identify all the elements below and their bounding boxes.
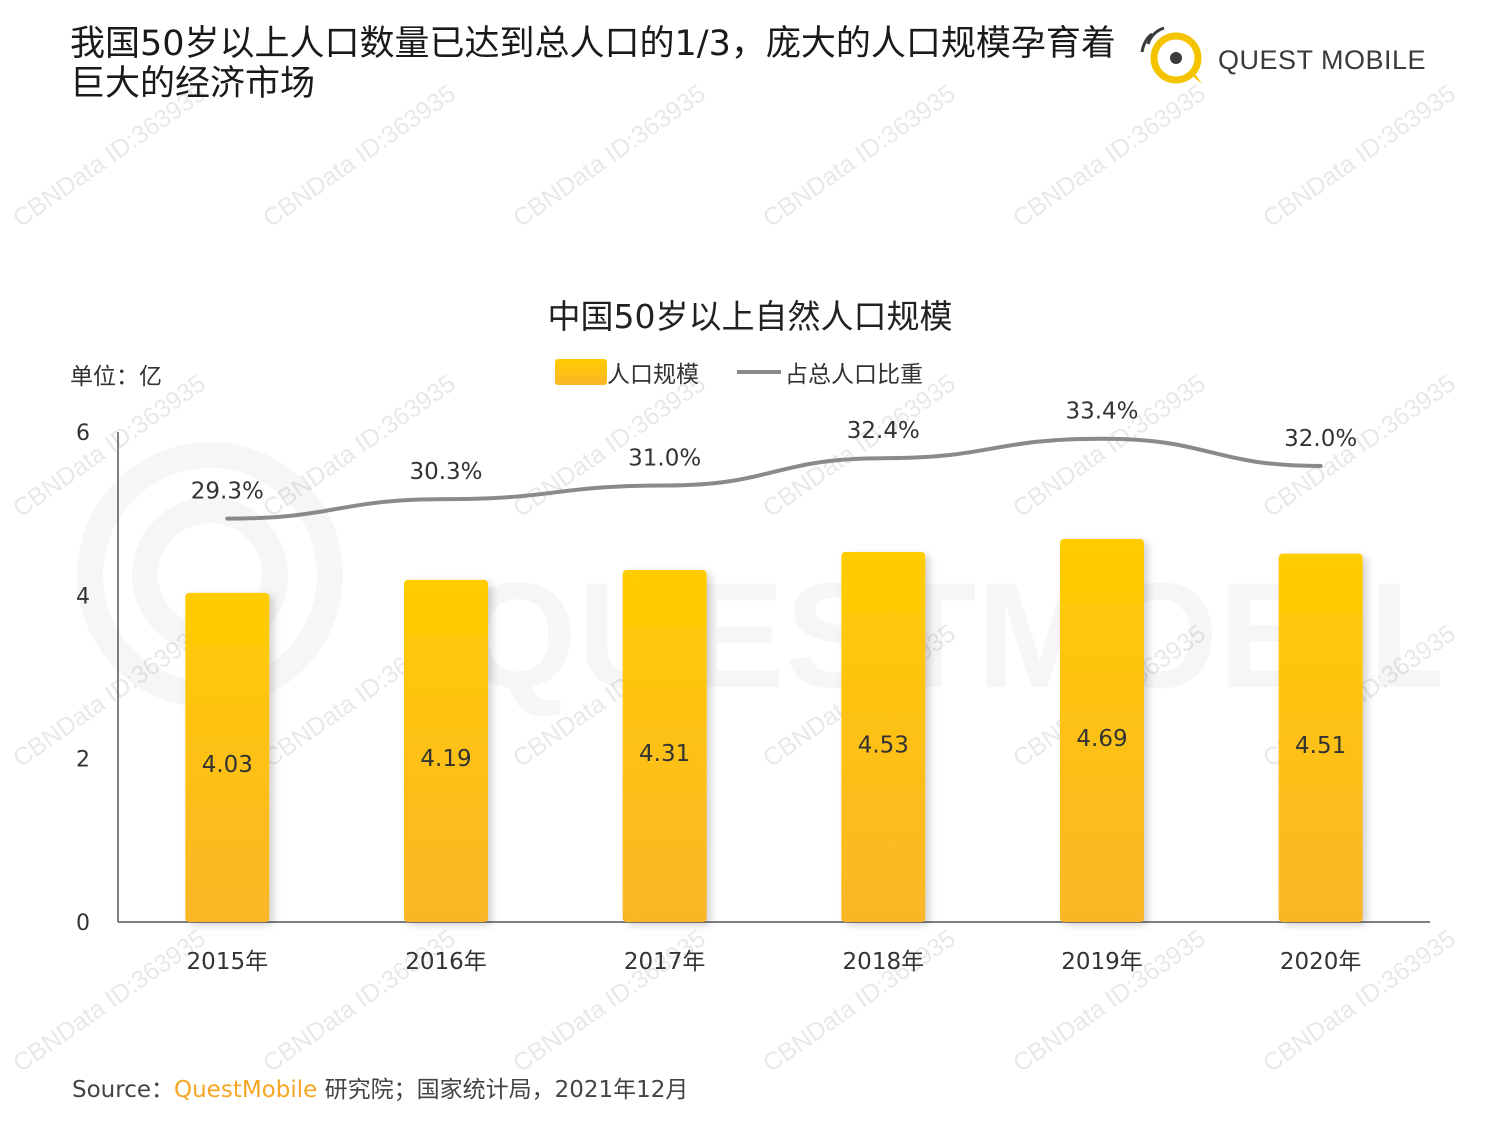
- y-tick-label: 0: [76, 911, 90, 936]
- x-tick-label: 2016年: [405, 949, 487, 975]
- bar-value-label: 4.53: [858, 732, 909, 758]
- bar-2015年: [185, 592, 270, 922]
- x-tick-label: 2018年: [843, 949, 925, 975]
- quest-mobile-logo-icon: [1140, 26, 1202, 84]
- line-value-label: 29.3%: [191, 479, 264, 505]
- line-value-label: 31.0%: [628, 446, 701, 472]
- bar-2018年: [841, 552, 926, 922]
- chart-legend: 人口规模 占总人口比重: [555, 355, 923, 389]
- bar-value-label: 4.69: [1076, 726, 1127, 752]
- line-value-label: 32.0%: [1284, 426, 1357, 452]
- line-value-label: 33.4%: [1065, 399, 1138, 425]
- bar-value-label: 4.31: [639, 741, 690, 767]
- y-tick-label: 2: [76, 748, 90, 773]
- bar-value-label: 4.51: [1295, 733, 1346, 759]
- x-tick-label: 2015年: [187, 949, 269, 975]
- line-value-label: 32.4%: [847, 418, 920, 444]
- bar-2019年: [1060, 538, 1144, 922]
- line-value-label: 30.3%: [409, 459, 482, 485]
- legend-line-swatch: [737, 370, 781, 374]
- bar-value-label: 4.19: [420, 746, 471, 772]
- legend-bar-swatch: [555, 359, 607, 385]
- legend-line-label: 占总人口比重: [785, 362, 923, 388]
- logo-text: QUEST MOBILE: [1218, 44, 1427, 75]
- bar-2016年: [404, 579, 488, 922]
- y-tick-label: 4: [76, 584, 90, 609]
- unit-label: 单位：亿: [70, 364, 162, 390]
- bar-2020年: [1278, 553, 1363, 922]
- source-brand: QuestMobile: [174, 1077, 318, 1103]
- x-tick-label: 2017年: [624, 949, 706, 975]
- chart-title: 中国50岁以上自然人口规模: [547, 297, 953, 336]
- y-tick-label: 6: [76, 421, 90, 446]
- bar-2017年: [622, 570, 707, 922]
- source-prefix: Source：: [72, 1077, 174, 1103]
- legend-bar-label: 人口规模: [607, 362, 699, 388]
- x-tick-label: 2019年: [1061, 949, 1143, 975]
- page-title: 我国50岁以上人口数量已达到总人口的1/3，庞大的人口规模孕育着巨大的经济市场: [70, 24, 1116, 104]
- share-line: [225, 436, 1323, 521]
- bar-value-label: 4.03: [202, 752, 253, 778]
- quest-mobile-logo: QUEST MOBILE: [1138, 22, 1426, 88]
- source-note: Source：QuestMobile 研究院；国家统计局，2021年12月: [72, 1070, 688, 1104]
- source-suffix: 研究院；国家统计局，2021年12月: [317, 1077, 689, 1103]
- x-tick-label: 2020年: [1280, 949, 1362, 975]
